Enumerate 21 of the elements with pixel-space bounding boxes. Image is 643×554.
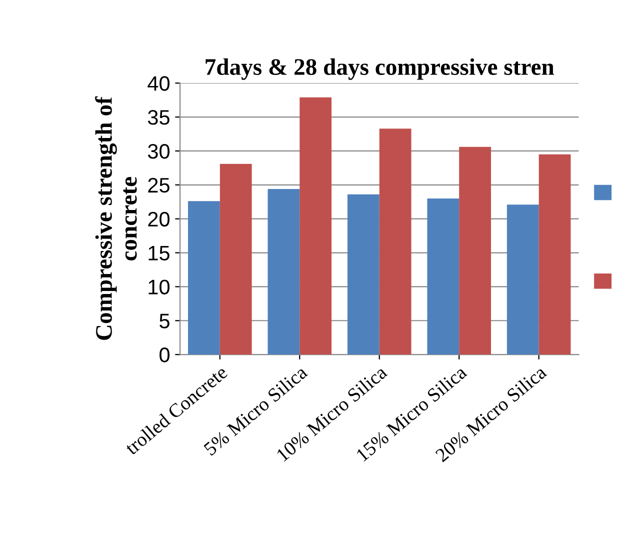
y-tick-label: 35	[148, 110, 170, 125]
y-tick-label: 0	[160, 348, 170, 362]
y-tick-label: 20	[148, 212, 170, 227]
bar	[427, 198, 460, 355]
bar	[506, 204, 539, 355]
chart-title: 7days & 28 days compressive stren	[206, 58, 554, 80]
bar	[220, 164, 252, 355]
bar	[268, 188, 300, 355]
y-tick-label: 5	[160, 314, 170, 328]
y-tick-label: 15	[148, 246, 170, 261]
y-tick-label: 25	[148, 178, 170, 193]
bar	[300, 97, 332, 355]
y-tick-label: 40	[148, 76, 170, 91]
bar	[538, 154, 571, 355]
y-tick-label: 10	[148, 280, 170, 294]
bar	[188, 201, 220, 355]
bar	[459, 146, 491, 355]
y-tick-label: 30	[148, 144, 170, 159]
bar	[347, 194, 380, 355]
bar	[379, 128, 412, 355]
y-axis-title: Compressive strength of concrete	[95, 96, 137, 340]
